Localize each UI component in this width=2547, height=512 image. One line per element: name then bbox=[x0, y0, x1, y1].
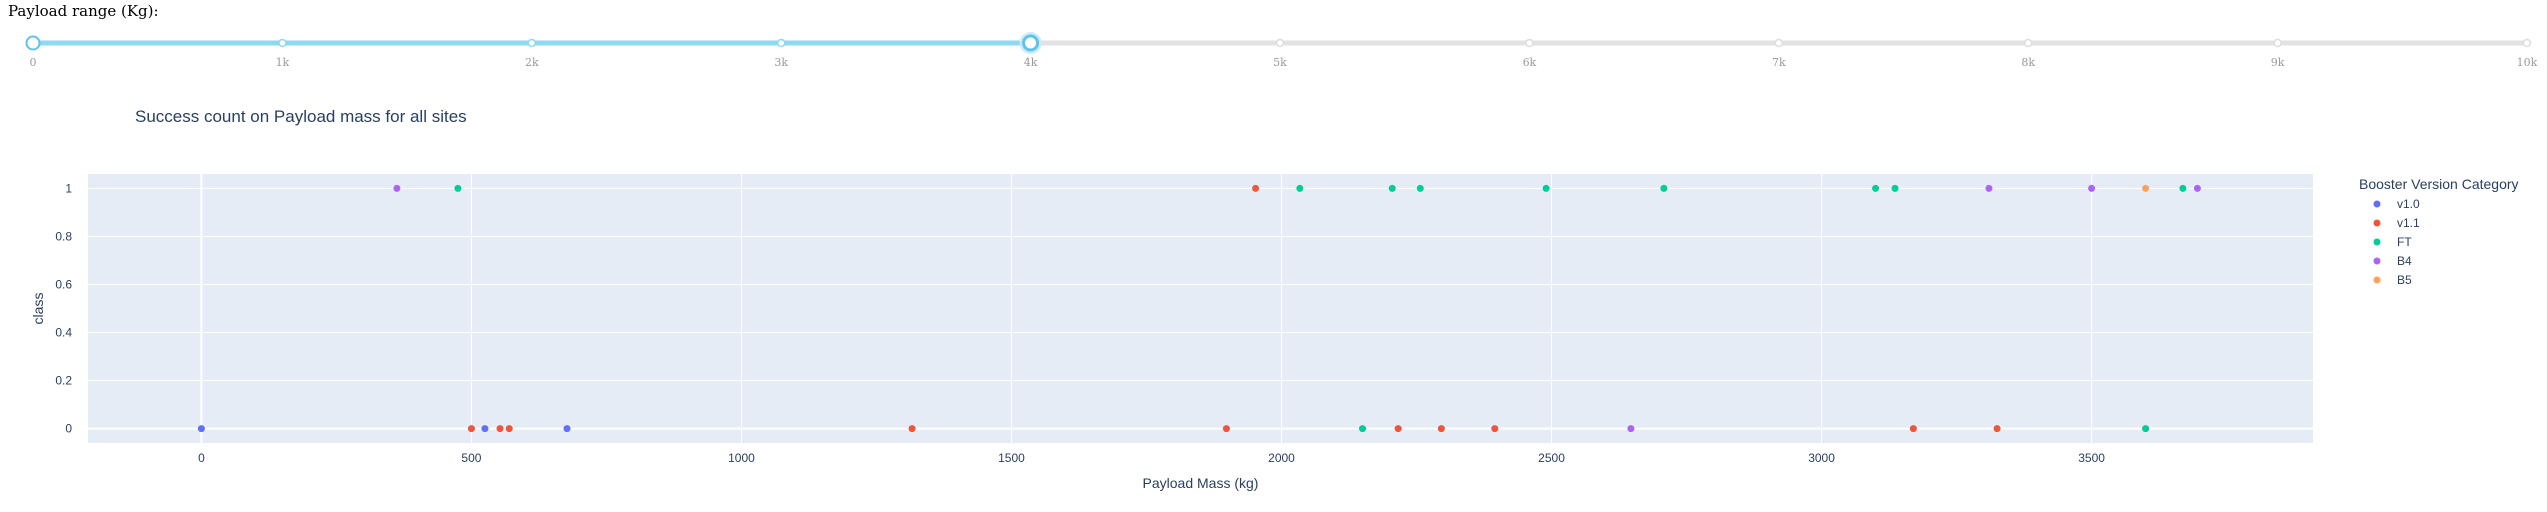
slider-mark-dot bbox=[2522, 38, 2532, 48]
slider-mark-label: 0 bbox=[30, 56, 37, 69]
legend-item-b5[interactable]: B5 bbox=[2397, 273, 2412, 287]
x-tick-label: 0 bbox=[198, 451, 205, 465]
data-point-ft[interactable] bbox=[2179, 184, 2187, 192]
data-point-v1-1[interactable] bbox=[505, 425, 513, 433]
data-point-v1-1[interactable] bbox=[1437, 425, 1445, 433]
legend-marker-v1-0 bbox=[2373, 200, 2381, 208]
x-tick-label: 2500 bbox=[1538, 451, 1565, 465]
x-tick-label: 1500 bbox=[998, 451, 1025, 465]
slider-mark-dot bbox=[527, 38, 537, 48]
data-point-ft[interactable] bbox=[1542, 184, 1550, 192]
slider-mark-dot bbox=[1774, 38, 1784, 48]
data-point-b4[interactable] bbox=[2088, 184, 2096, 192]
y-tick-label: 0.6 bbox=[55, 277, 72, 291]
payload-range-label: Payload range (Kg): bbox=[8, 2, 159, 20]
y-tick-label: 0.8 bbox=[55, 229, 72, 243]
data-point-ft[interactable] bbox=[1872, 184, 1880, 192]
legend-marker-b4 bbox=[2373, 257, 2381, 265]
data-point-ft[interactable] bbox=[1359, 425, 1367, 433]
slider-mark-dot bbox=[776, 38, 786, 48]
data-point-v1-0[interactable] bbox=[563, 425, 571, 433]
slider-mark-label: 6k bbox=[1523, 56, 1537, 69]
data-point-v1-1[interactable] bbox=[467, 425, 475, 433]
data-point-v1-0[interactable] bbox=[481, 425, 489, 433]
slider-mark-dot bbox=[1275, 38, 1285, 48]
payload-range-slider[interactable]: 0 1k 2k 3k 4k 5k 6k 7k 8k 9k 10k bbox=[0, 0, 2547, 80]
slider-mark-dot bbox=[2273, 38, 2282, 48]
y-axis-title: class bbox=[30, 293, 46, 325]
payload-scatter-chart: 0 500 1000 1500 2000 2500 3000 3500 0 0.2 0.4 0.6 0.… bbox=[30, 174, 2519, 491]
slider-mark-label: 7k bbox=[1772, 56, 1786, 69]
data-point-v1-1[interactable] bbox=[1252, 184, 1260, 192]
slider-mark-label: 8k bbox=[2021, 56, 2035, 69]
legend-title: Booster Version Category bbox=[2359, 176, 2519, 192]
data-point-ft[interactable] bbox=[1388, 184, 1396, 192]
slider-mark-dot bbox=[278, 38, 287, 48]
data-point-ft[interactable] bbox=[2142, 425, 2150, 433]
data-point-v1-1[interactable] bbox=[908, 425, 916, 433]
legend-marker-v1-1 bbox=[2373, 219, 2381, 227]
slider-mark-dot bbox=[2023, 38, 2033, 48]
data-point-b5[interactable] bbox=[2142, 184, 2150, 192]
x-tick-label: 2000 bbox=[1268, 451, 1295, 465]
data-point-v1-1[interactable] bbox=[1993, 425, 2001, 433]
x-tick-label: 1000 bbox=[728, 451, 755, 465]
slider-mark-label: 2k bbox=[525, 56, 539, 69]
x-tick-label: 500 bbox=[461, 451, 481, 465]
data-point-ft[interactable] bbox=[1660, 184, 1668, 192]
data-point-b4[interactable] bbox=[2193, 184, 2201, 192]
data-point-b4[interactable] bbox=[393, 184, 401, 192]
slider-handle-min[interactable] bbox=[25, 35, 41, 51]
slider-mark-label: 9k bbox=[2271, 56, 2285, 69]
x-tick-label: 3500 bbox=[2078, 451, 2105, 465]
slider-mark-dot bbox=[1525, 38, 1534, 48]
data-point-b4[interactable] bbox=[1985, 184, 1993, 192]
data-point-v1-1[interactable] bbox=[1222, 425, 1230, 433]
data-point-b4[interactable] bbox=[1627, 425, 1635, 433]
data-point-ft[interactable] bbox=[1416, 184, 1424, 192]
slider-mark-label: 3k bbox=[774, 56, 788, 69]
data-point-v1-1[interactable] bbox=[1394, 425, 1402, 433]
x-tick-label: 3000 bbox=[1808, 451, 1835, 465]
data-point-v1-1[interactable] bbox=[1909, 425, 1917, 433]
y-tick-label: 1 bbox=[65, 181, 72, 195]
data-point-v1-1[interactable] bbox=[496, 425, 504, 433]
legend-marker-ft bbox=[2373, 238, 2381, 246]
plot-area bbox=[88, 174, 2313, 443]
legend-item-v1-0[interactable]: v1.0 bbox=[2397, 197, 2420, 211]
legend-item-v1-1[interactable]: v1.1 bbox=[2397, 216, 2420, 230]
slider-mark-label: 4k bbox=[1024, 56, 1038, 69]
slider-mark-label: 10k bbox=[2517, 56, 2538, 69]
data-point-v1-0[interactable] bbox=[197, 425, 205, 433]
legend-item-ft[interactable]: FT bbox=[2397, 235, 2412, 249]
x-axis-title: Payload Mass (kg) bbox=[1143, 475, 1259, 491]
legend-marker-b5 bbox=[2373, 276, 2381, 284]
legend-item-b4[interactable]: B4 bbox=[2397, 254, 2412, 268]
data-point-ft[interactable] bbox=[1891, 184, 1899, 192]
chart-title: Success count on Payload mass for all si… bbox=[135, 107, 467, 126]
slider-mark-label: 5k bbox=[1273, 56, 1287, 69]
y-tick-label: 0 bbox=[65, 422, 72, 436]
y-tick-label: 0.4 bbox=[55, 326, 72, 340]
data-point-ft[interactable] bbox=[454, 184, 462, 192]
data-point-ft[interactable] bbox=[1296, 184, 1304, 192]
data-point-v1-1[interactable] bbox=[1491, 425, 1499, 433]
y-tick-label: 0.2 bbox=[55, 374, 72, 388]
slider-handle-max[interactable] bbox=[1022, 34, 1040, 52]
slider-mark-label: 1k bbox=[276, 56, 290, 69]
